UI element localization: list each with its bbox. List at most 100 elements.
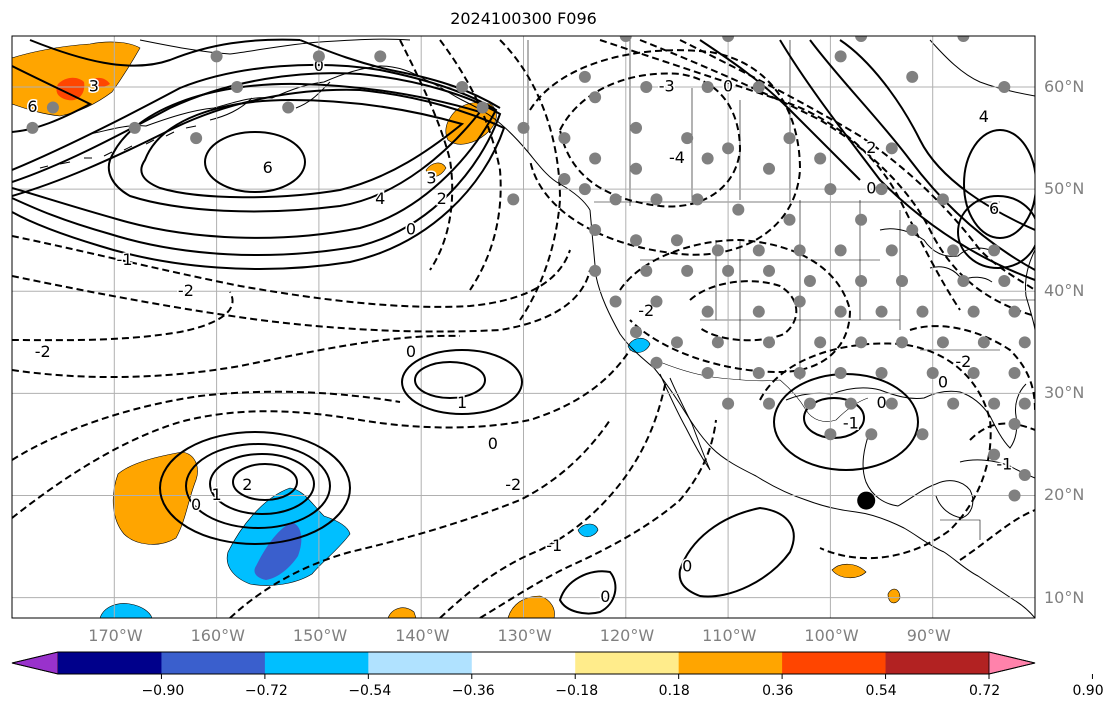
strong-negative-anomaly-patch xyxy=(254,522,302,580)
station-marker xyxy=(507,193,520,206)
positive-anomaly-patch xyxy=(507,595,555,618)
contour-label: 6 xyxy=(989,199,999,218)
colorbar-tick-label: −0.18 xyxy=(555,683,599,699)
station-marker xyxy=(763,264,776,277)
longitude-label: 160°W xyxy=(190,626,245,645)
coastlines xyxy=(39,38,1035,618)
contour-label: 0 xyxy=(938,373,948,392)
contour-positive xyxy=(299,39,501,109)
station-marker xyxy=(701,366,714,379)
station-marker xyxy=(906,224,919,236)
contour-negative xyxy=(439,379,667,618)
contour-negative xyxy=(599,39,961,311)
anomaly-contours xyxy=(12,38,1035,618)
strong-positive-anomaly-patch xyxy=(56,77,85,101)
contour-positive xyxy=(963,129,1035,239)
station-marker xyxy=(844,397,857,410)
station-marker xyxy=(885,244,898,257)
colorbar-tick-label: −0.36 xyxy=(451,683,495,699)
station-marker xyxy=(589,264,602,277)
longitude-label: 110°W xyxy=(702,626,757,645)
contour-negative xyxy=(12,390,401,461)
station-marker xyxy=(701,152,714,165)
station-marker xyxy=(1008,418,1021,430)
station-marker xyxy=(834,305,847,318)
highlight-point xyxy=(857,491,876,510)
contour-label: 6 xyxy=(27,97,37,116)
station-marker xyxy=(609,295,622,308)
contour-label: 3 xyxy=(426,168,436,187)
colorbar-tick-label: 0.90 xyxy=(1072,683,1104,699)
contour-label: -1 xyxy=(843,414,859,433)
contour-negative xyxy=(639,39,1035,317)
station-marker xyxy=(896,275,909,288)
station-marker xyxy=(231,81,244,94)
station-marker xyxy=(957,36,970,42)
station-marker xyxy=(691,193,704,206)
station-marker xyxy=(578,183,591,196)
station-marker xyxy=(885,142,898,155)
station-marker xyxy=(814,152,827,165)
station-marker xyxy=(578,70,591,83)
colorbar-tick-label: 0.72 xyxy=(969,683,1001,699)
station-marker xyxy=(855,275,868,288)
map-frame xyxy=(11,35,1036,619)
station-marker xyxy=(988,244,1001,257)
station-marker xyxy=(589,224,602,236)
contour-positive xyxy=(12,88,506,270)
contour-label: 0 xyxy=(191,495,201,514)
station-marker xyxy=(650,356,663,369)
contour-label: 1 xyxy=(212,485,222,504)
station-marker xyxy=(803,275,816,288)
station-marker xyxy=(630,234,643,247)
latitude-label: 30°N xyxy=(1044,383,1085,403)
station-marker xyxy=(558,172,571,185)
station-marker xyxy=(1008,305,1021,318)
longitude-label: 90°W xyxy=(906,626,951,645)
contour-positive xyxy=(414,361,486,399)
station-marker xyxy=(752,81,765,94)
positive-anomaly-patch xyxy=(112,451,198,545)
colorbar-segment xyxy=(575,652,680,674)
longitude-label: 150°W xyxy=(292,626,348,645)
station-marker xyxy=(936,193,949,206)
contour-label: 0 xyxy=(406,220,416,239)
contour-label: 3 xyxy=(89,77,99,96)
contour-positive xyxy=(185,443,331,529)
longitude-label: 130°W xyxy=(497,626,552,645)
station-marker xyxy=(312,50,325,63)
station-marker xyxy=(670,234,683,247)
contour-positive xyxy=(12,72,502,257)
longitude-label: 100°W xyxy=(804,626,859,645)
latitude-label: 40°N xyxy=(1044,281,1085,301)
colorbar-tick-label: 0.36 xyxy=(762,683,794,699)
colorbar-tick-label: −0.72 xyxy=(244,683,288,699)
station-marker xyxy=(681,132,694,145)
colorbar-segment xyxy=(161,652,266,674)
colorbar-extend-low xyxy=(11,651,59,675)
station-marker xyxy=(46,101,59,114)
station-marker xyxy=(896,336,909,349)
station-marker xyxy=(834,366,847,379)
station-marker xyxy=(783,132,796,145)
station-marker xyxy=(1018,469,1031,482)
contour-positive xyxy=(209,453,315,515)
station-marker xyxy=(619,36,632,42)
station-marker xyxy=(701,305,714,318)
station-marker xyxy=(998,275,1011,288)
station-marker xyxy=(630,326,643,339)
contour-positive xyxy=(957,195,1035,269)
station-marker xyxy=(282,101,295,114)
station-marker xyxy=(988,397,1001,410)
contour-label: -1 xyxy=(546,536,562,555)
contour-negative xyxy=(558,72,742,208)
contour-negative xyxy=(759,342,992,560)
station-marker xyxy=(793,366,806,379)
station-marker xyxy=(374,50,387,63)
station-marker xyxy=(803,397,816,410)
station-marker xyxy=(926,366,939,379)
colorbar-tick-label: −0.54 xyxy=(348,683,392,699)
station-marker xyxy=(640,264,653,277)
